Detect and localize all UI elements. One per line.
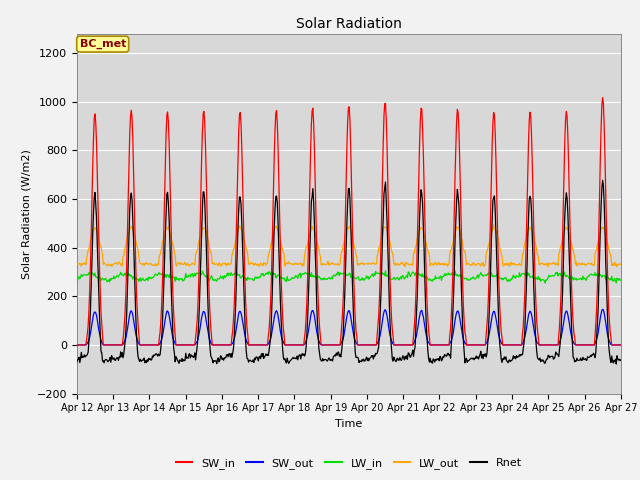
Legend: SW_in, SW_out, LW_in, LW_out, Rnet: SW_in, SW_out, LW_in, LW_out, Rnet bbox=[171, 453, 527, 473]
X-axis label: Time: Time bbox=[335, 419, 362, 429]
Title: Solar Radiation: Solar Radiation bbox=[296, 17, 402, 31]
Text: BC_met: BC_met bbox=[79, 39, 126, 49]
Y-axis label: Solar Radiation (W/m2): Solar Radiation (W/m2) bbox=[21, 149, 31, 278]
